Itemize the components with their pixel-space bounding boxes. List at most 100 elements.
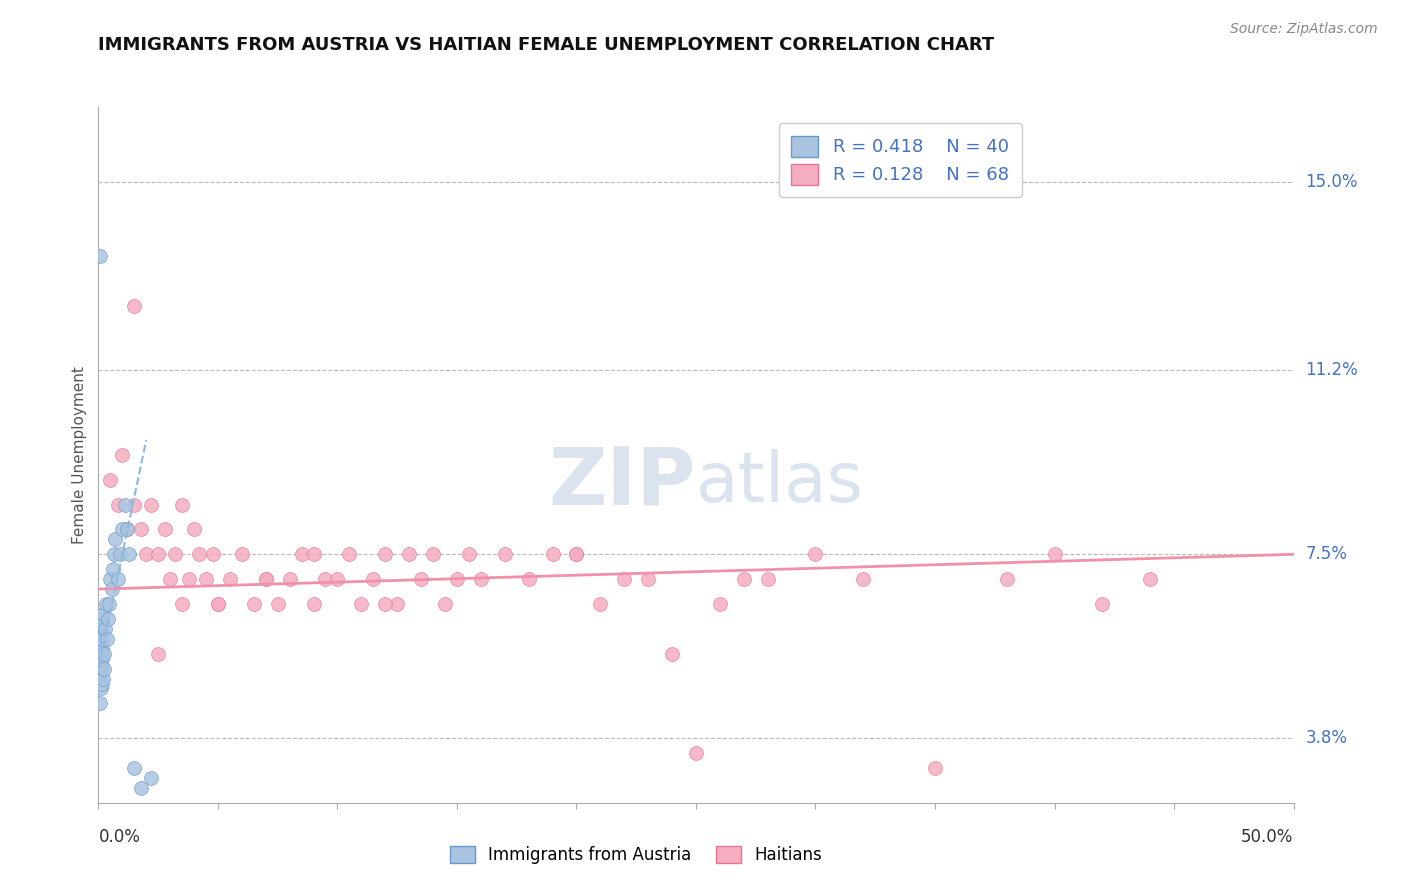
Point bbox=[326, 572, 349, 586]
Point bbox=[98, 597, 121, 611]
Point bbox=[89, 647, 111, 661]
Point bbox=[90, 681, 112, 696]
Point bbox=[804, 547, 827, 561]
Point bbox=[315, 572, 337, 586]
Point bbox=[124, 761, 146, 775]
Y-axis label: Female Unemployment: Female Unemployment bbox=[72, 366, 87, 544]
Point bbox=[565, 547, 588, 561]
Point bbox=[374, 547, 396, 561]
Point bbox=[159, 572, 181, 586]
Text: 0.0%: 0.0% bbox=[98, 828, 141, 846]
Point bbox=[254, 572, 277, 586]
Point bbox=[302, 597, 325, 611]
Point bbox=[733, 572, 755, 586]
Point bbox=[661, 647, 683, 661]
Point bbox=[613, 572, 636, 586]
Point bbox=[470, 572, 492, 586]
Text: Source: ZipAtlas.com: Source: ZipAtlas.com bbox=[1230, 22, 1378, 37]
Point bbox=[107, 498, 129, 512]
Point bbox=[135, 547, 157, 561]
Point bbox=[90, 637, 112, 651]
Point bbox=[155, 523, 177, 537]
Point bbox=[90, 657, 112, 671]
Point bbox=[363, 572, 385, 586]
Point bbox=[242, 597, 264, 611]
Point bbox=[98, 572, 122, 586]
Text: atlas: atlas bbox=[696, 450, 863, 516]
Point bbox=[90, 662, 112, 676]
Point bbox=[111, 448, 134, 462]
Point bbox=[411, 572, 433, 586]
Point bbox=[1091, 597, 1114, 611]
Text: 50.0%: 50.0% bbox=[1241, 828, 1294, 846]
Point bbox=[541, 547, 564, 561]
Point bbox=[422, 547, 444, 561]
Point bbox=[118, 547, 141, 561]
Point bbox=[94, 622, 117, 636]
Point bbox=[565, 547, 588, 561]
Text: ZIP: ZIP bbox=[548, 443, 696, 522]
Point bbox=[98, 473, 122, 487]
Point bbox=[852, 572, 875, 586]
Point bbox=[219, 572, 242, 586]
Point bbox=[254, 572, 277, 586]
Point bbox=[93, 647, 115, 661]
Point bbox=[179, 572, 201, 586]
Point bbox=[115, 523, 138, 537]
Point bbox=[89, 697, 111, 711]
Point bbox=[89, 672, 111, 686]
Point bbox=[231, 547, 253, 561]
Point bbox=[100, 582, 122, 596]
Text: 7.5%: 7.5% bbox=[1305, 545, 1347, 564]
Point bbox=[172, 597, 194, 611]
Point bbox=[202, 547, 225, 561]
Point bbox=[131, 780, 153, 795]
Point bbox=[111, 523, 134, 537]
Point bbox=[385, 597, 409, 611]
Point bbox=[139, 771, 162, 785]
Point bbox=[494, 547, 516, 561]
Point bbox=[89, 249, 111, 263]
Point bbox=[90, 647, 112, 661]
Point bbox=[90, 676, 112, 690]
Point bbox=[94, 597, 117, 611]
Text: 11.2%: 11.2% bbox=[1305, 361, 1358, 379]
Point bbox=[148, 647, 170, 661]
Point bbox=[350, 597, 373, 611]
Point bbox=[187, 547, 209, 561]
Point bbox=[89, 612, 111, 626]
Point bbox=[89, 632, 111, 646]
Point bbox=[91, 651, 114, 665]
Point bbox=[91, 632, 114, 646]
Point bbox=[139, 498, 162, 512]
Point bbox=[302, 547, 325, 561]
Point bbox=[91, 672, 114, 686]
Point bbox=[107, 572, 129, 586]
Point bbox=[148, 547, 170, 561]
Point bbox=[457, 547, 479, 561]
Point bbox=[207, 597, 229, 611]
Point bbox=[163, 547, 186, 561]
Point bbox=[91, 607, 114, 621]
Point bbox=[337, 547, 360, 561]
Point bbox=[589, 597, 612, 611]
Point bbox=[96, 632, 118, 646]
Point bbox=[108, 547, 131, 561]
Point bbox=[131, 523, 153, 537]
Point bbox=[97, 612, 120, 626]
Point bbox=[1043, 547, 1066, 561]
Point bbox=[124, 498, 146, 512]
Point bbox=[93, 662, 115, 676]
Point bbox=[114, 498, 136, 512]
Point bbox=[1139, 572, 1161, 586]
Point bbox=[709, 597, 731, 611]
Point bbox=[267, 597, 290, 611]
Point bbox=[924, 761, 946, 775]
Legend: Immigrants from Austria, Haitians: Immigrants from Austria, Haitians bbox=[443, 839, 830, 871]
Point bbox=[115, 523, 138, 537]
Point bbox=[290, 547, 312, 561]
Point bbox=[374, 597, 396, 611]
Point bbox=[183, 523, 205, 537]
Point bbox=[172, 498, 194, 512]
Point bbox=[104, 533, 127, 547]
